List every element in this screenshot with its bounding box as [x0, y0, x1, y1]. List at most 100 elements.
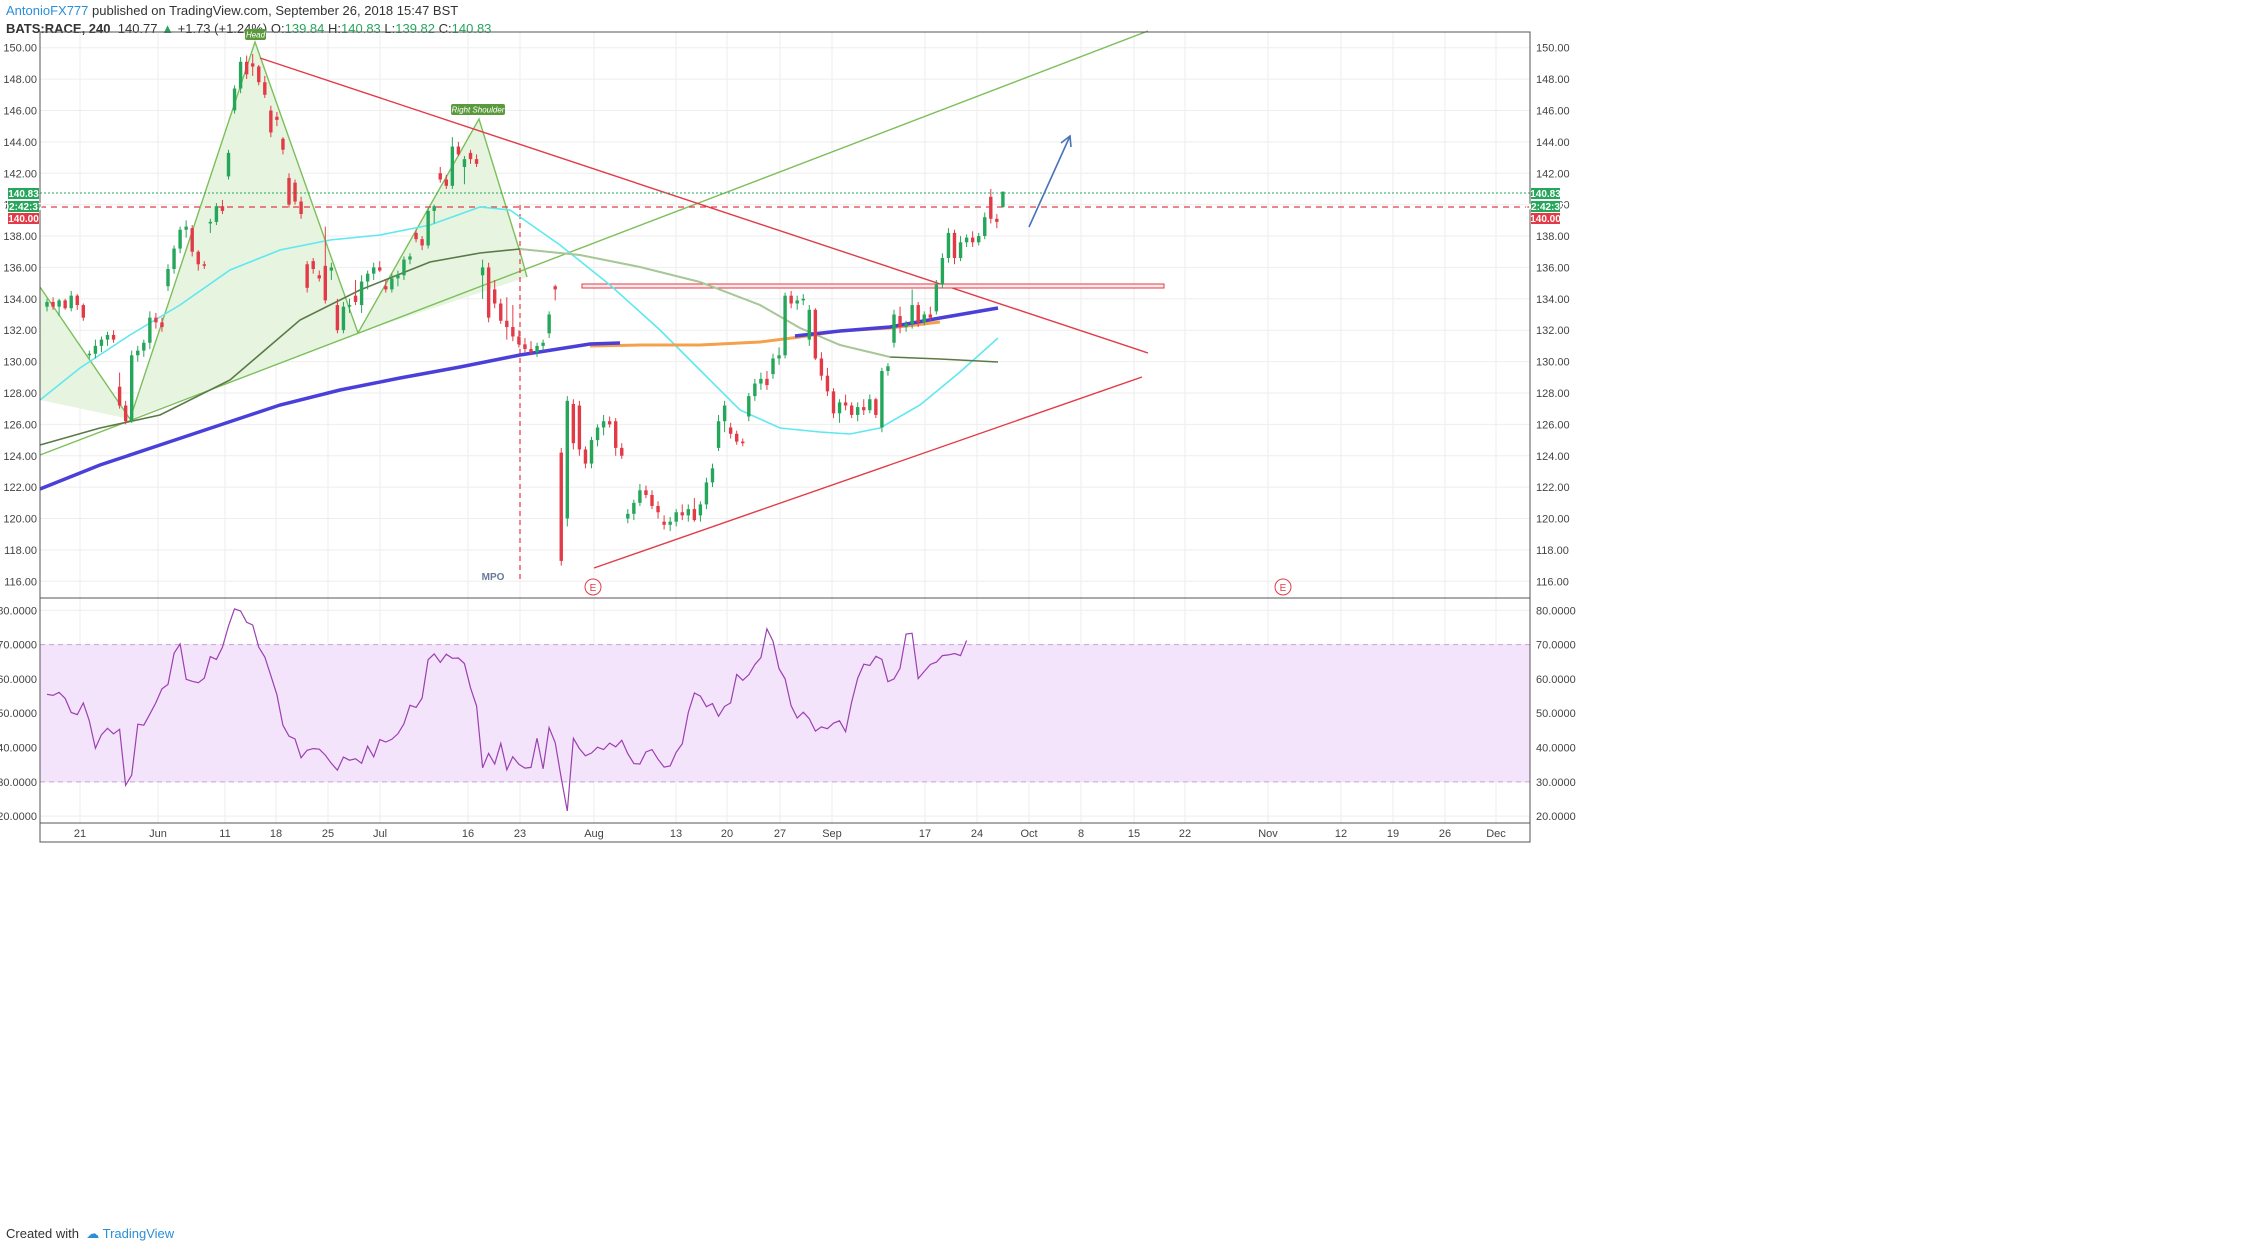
- candle: [607, 416, 612, 428]
- last-price-badge-left-bg: [8, 188, 39, 199]
- rsi-overbought-oversold-band: [40, 644, 1530, 782]
- candle-body: [607, 421, 612, 425]
- y-tick-label-left: 144.00: [3, 137, 37, 149]
- candle-body: [801, 298, 805, 301]
- candle-body: [946, 232, 951, 258]
- candle: [117, 372, 122, 409]
- candle-body: [511, 327, 515, 337]
- sma-long-line-2: [794, 306, 999, 338]
- candle-body: [686, 509, 690, 516]
- candle: [257, 64, 261, 86]
- candle: [983, 212, 987, 240]
- event-marker: E: [584, 578, 602, 596]
- y-tick-label-left: 142.00: [3, 168, 37, 180]
- candle: [680, 504, 684, 521]
- candle-body: [105, 334, 110, 340]
- y-tick-label-right: 142.00: [1536, 168, 1570, 180]
- candle-body: [716, 421, 721, 448]
- rsi-tick-label-right: 70.0000: [1536, 640, 1576, 652]
- candle-body: [347, 305, 352, 307]
- x-tick-label: Jul: [373, 828, 387, 840]
- candle-body: [468, 152, 473, 160]
- candle-body: [63, 300, 67, 309]
- right-shoulder-label: Right Shoulder: [451, 104, 505, 115]
- candle: [226, 149, 231, 180]
- rsi-tick-label-left: 30.0000: [0, 777, 37, 789]
- candle-body: [305, 264, 309, 288]
- price-level-badge-left-text: 140.00: [8, 214, 39, 225]
- candle: [656, 501, 660, 519]
- y-tick-label-left: 134.00: [3, 294, 37, 306]
- candle: [692, 498, 697, 522]
- x-tick-label: 17: [919, 828, 931, 840]
- candle: [831, 388, 836, 419]
- x-tick-label: Aug: [584, 828, 604, 840]
- candle-body: [831, 391, 836, 414]
- candle: [849, 402, 854, 419]
- x-tick-label: Dec: [1486, 828, 1506, 840]
- candle: [565, 396, 569, 527]
- candle-body: [517, 336, 521, 345]
- candle: [136, 345, 140, 362]
- plot-frame: [39, 31, 1531, 843]
- event-marker-circle: [584, 578, 602, 596]
- candle-body: [614, 421, 618, 448]
- candle: [384, 279, 388, 293]
- countdown-badge-right: 02:42:37: [1525, 201, 1566, 213]
- candle: [480, 259, 485, 299]
- candle: [335, 298, 340, 334]
- candle-body: [299, 201, 303, 215]
- candle: [486, 262, 491, 323]
- x-tick-label: 26: [1439, 828, 1451, 840]
- candle-body: [668, 521, 672, 525]
- candle-body: [819, 358, 824, 376]
- candle: [190, 225, 194, 257]
- red-ascending-trendline: [593, 376, 1143, 569]
- candle-body: [753, 383, 757, 397]
- author-link[interactable]: AntonioFX777: [6, 3, 89, 18]
- candle-body: [650, 494, 654, 506]
- candle-body: [964, 237, 969, 243]
- y-tick-label-left: 124.00: [3, 451, 37, 463]
- published-text: published on TradingView.com, September …: [92, 3, 459, 18]
- candle-body: [111, 334, 116, 340]
- candle-body: [958, 242, 963, 258]
- candle-body: [184, 226, 188, 230]
- candle-body: [208, 221, 213, 224]
- countdown-badge-right-bg: [1531, 201, 1560, 212]
- candle: [759, 372, 763, 390]
- candle-body: [632, 502, 636, 514]
- candle-body: [565, 400, 569, 519]
- candle: [620, 443, 624, 459]
- y-tick-label-right: 130.00: [1536, 357, 1570, 369]
- x-tick-label: 16: [462, 828, 474, 840]
- tradingview-logo-icon[interactable]: ☁: [86, 1226, 100, 1241]
- candle: [232, 85, 237, 114]
- candle-body: [166, 268, 170, 287]
- candle: [898, 306, 902, 334]
- candle: [438, 166, 442, 183]
- candle-body: [777, 355, 781, 359]
- candle-body: [874, 399, 878, 415]
- candle: [305, 261, 309, 293]
- footer: Created with ☁ TradingView: [6, 1226, 174, 1242]
- rsi-band: [40, 644, 1530, 783]
- candle: [63, 298, 67, 310]
- candle: [928, 306, 932, 321]
- candle-body: [341, 306, 346, 331]
- rsi-tick-label-right: 50.0000: [1536, 708, 1576, 720]
- tradingview-brand[interactable]: TradingView: [102, 1226, 175, 1241]
- candle-body: [989, 196, 993, 219]
- last-price-badge-left: 140.83: [8, 188, 39, 200]
- candle-body: [983, 217, 987, 237]
- candle-body: [220, 206, 225, 211]
- candle-body: [372, 267, 376, 274]
- candle: [365, 270, 370, 290]
- y-tick-label-left: 120.00: [3, 514, 37, 526]
- y-tick-label-left: 132.00: [3, 325, 37, 337]
- x-tick-label: Nov: [1258, 828, 1278, 840]
- candle: [632, 499, 636, 521]
- candle: [263, 75, 267, 98]
- last-price-badge-left-text: 140.83: [8, 189, 39, 200]
